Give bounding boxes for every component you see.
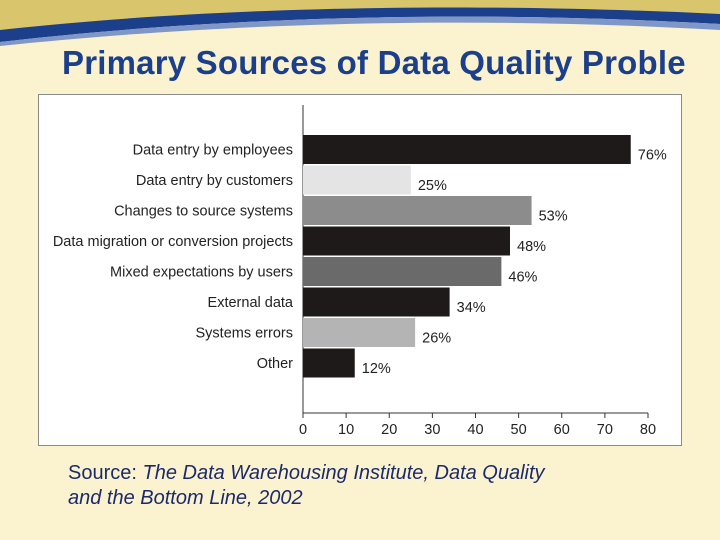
title-banner bbox=[0, 0, 720, 46]
category-label: External data bbox=[208, 295, 294, 311]
x-tick-label: 70 bbox=[597, 422, 613, 438]
data-label: 34% bbox=[457, 300, 486, 316]
x-tick-label: 60 bbox=[554, 422, 570, 438]
bar bbox=[303, 165, 411, 195]
category-label: Other bbox=[257, 356, 293, 372]
data-label: 12% bbox=[362, 361, 391, 377]
category-label: Systems errors bbox=[196, 326, 294, 342]
data-label: 53% bbox=[539, 209, 568, 225]
source-line-2: and the Bottom Line, 2002 bbox=[68, 487, 303, 509]
data-label: 76% bbox=[638, 148, 667, 164]
category-label: Changes to source systems bbox=[114, 204, 293, 220]
source-line-1: The Data Warehousing Institute, Data Qua… bbox=[142, 462, 545, 484]
data-label: 25% bbox=[418, 178, 447, 194]
bar bbox=[303, 135, 631, 164]
source-citation: Source: The Data Warehousing Institute, … bbox=[68, 461, 688, 511]
x-tick-label: 30 bbox=[424, 422, 440, 438]
x-tick-label: 0 bbox=[299, 422, 307, 438]
bar-chart: Data entry by employees 76% Data entry by … bbox=[53, 105, 667, 438]
data-label: 26% bbox=[422, 331, 451, 347]
x-tick-label: 80 bbox=[640, 422, 656, 438]
bar bbox=[303, 348, 355, 378]
bar bbox=[303, 226, 510, 256]
category-label: Data migration or conversion projects bbox=[53, 234, 293, 250]
x-tick-label: 50 bbox=[511, 422, 527, 438]
x-tick-label: 10 bbox=[338, 422, 354, 438]
category-label: Data entry by customers bbox=[136, 173, 293, 189]
x-tick-label: 40 bbox=[467, 422, 483, 438]
category-label: Data entry by employees bbox=[133, 143, 293, 159]
x-tick-label: 20 bbox=[381, 422, 397, 438]
bar bbox=[303, 318, 416, 347]
bar bbox=[303, 196, 532, 225]
source-prefix: Source: bbox=[68, 462, 143, 484]
category-label: Mixed expectations by users bbox=[110, 265, 293, 281]
slide-title: Primary Sources of Data Quality Proble bbox=[62, 44, 686, 81]
data-label: 48% bbox=[517, 239, 546, 255]
bar bbox=[303, 287, 450, 317]
bar bbox=[303, 257, 502, 286]
chart-frame: Data entry by employees 76% Data entry by … bbox=[38, 94, 682, 446]
data-label: 46% bbox=[508, 270, 537, 286]
